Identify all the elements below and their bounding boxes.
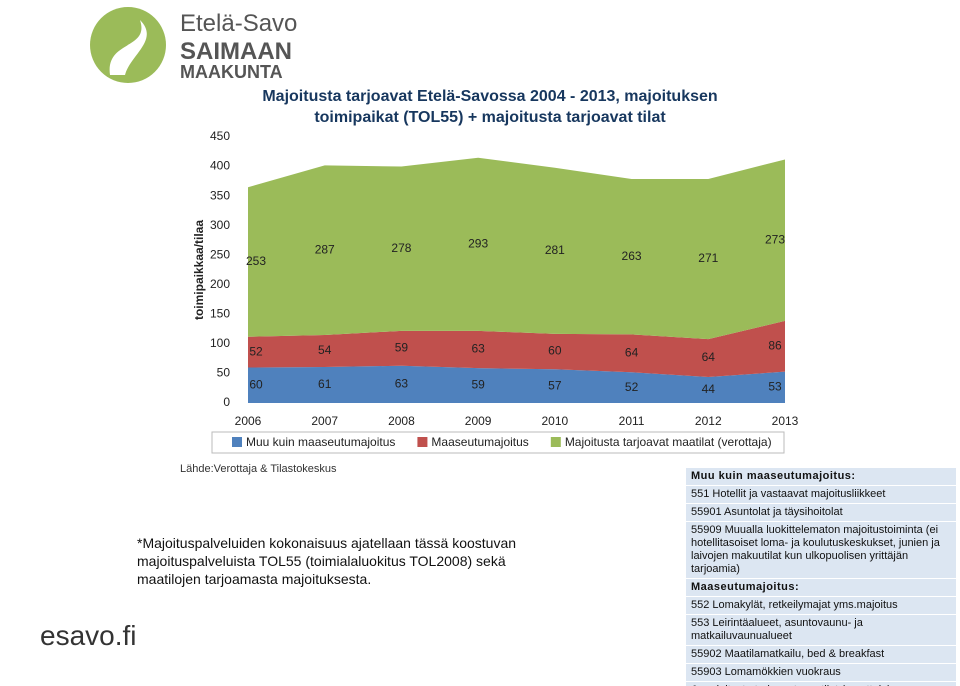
data-label: 60 — [548, 344, 562, 358]
data-label: 263 — [622, 249, 642, 263]
logo-text: SAIMAAN — [180, 38, 292, 65]
info-item: 55903 Lomamökkien vuokraus — [686, 664, 956, 682]
legend-box — [211, 431, 785, 454]
data-label: 273 — [765, 232, 785, 246]
y-tick-label: 400 — [210, 159, 230, 173]
x-tick-label: 2006 — [235, 414, 262, 428]
legend-label: Maaseutumajoitus — [431, 435, 528, 449]
data-label: 271 — [698, 251, 718, 265]
y-tick-label: 50 — [217, 366, 231, 380]
y-tick-label: 300 — [210, 218, 230, 232]
footer: esavo.fi — [40, 620, 137, 651]
info-heading: Muu kuin maaseutumajoitus: — [686, 468, 956, 486]
y-tick-label: 100 — [210, 336, 230, 350]
logo-text: MAAKUNTA — [180, 62, 283, 82]
legend-label: Muu kuin maaseutumajoitus — [246, 435, 395, 449]
y-axis-title: toimipaikkaa/tilaa — [192, 220, 206, 320]
x-tick-label: 2009 — [465, 414, 492, 428]
x-tick-label: 2011 — [619, 414, 645, 428]
legend-swatch — [232, 437, 242, 447]
legend-swatch — [550, 437, 561, 447]
data-label: 61 — [318, 377, 332, 391]
info-item: & majoitusta tarjoavat maatilat (verotta… — [686, 682, 956, 686]
logo-text: Etelä-Savo — [180, 10, 298, 37]
info-item: 553 Leirintäalueet, asuntovaunu- ja matk… — [686, 615, 956, 646]
area — [248, 157, 785, 340]
source: Lähde:Verottaja & Tilastokeskus — [180, 463, 337, 475]
data-label: 53 — [768, 380, 782, 394]
note: *Majoituspalveluiden kokonaisuus ajatell… — [137, 535, 517, 587]
data-label: 64 — [702, 350, 716, 364]
x-tick-label: 2007 — [311, 414, 338, 428]
area — [248, 365, 785, 403]
x-tick-label: 2010 — [542, 414, 569, 428]
data-label: 86 — [768, 338, 782, 352]
x-tick-label: 2008 — [388, 414, 415, 428]
y-tick-label: 0 — [223, 395, 230, 409]
info-item: 55909 Muualla luokittelematon majoitusto… — [686, 522, 956, 579]
legend-label: Majoitusta tarjoavat maatilat (verottaja… — [565, 435, 772, 449]
data-label: 253 — [246, 254, 266, 268]
data-label: 57 — [548, 378, 562, 392]
info-heading: Maaseutumajoitus: — [686, 579, 956, 597]
x-tick-label: 2013 — [772, 414, 799, 428]
data-label: 64 — [625, 346, 639, 360]
legend-swatch — [417, 437, 428, 447]
info-box: Muu kuin maaseutumajoitus: 551 Hotellit j… — [686, 468, 956, 686]
area — [248, 320, 785, 377]
data-label: 63 — [471, 342, 485, 356]
info-item: 55902 Maatilamatkailu, bed & breakfast — [686, 646, 956, 664]
data-label: 52 — [249, 344, 263, 358]
info-item: 55901 Asuntolat ja täysihoitolat — [686, 504, 956, 522]
data-label: 54 — [318, 343, 332, 357]
y-tick-label: 250 — [210, 247, 230, 261]
y-tick-label: 150 — [210, 307, 230, 321]
data-label: 52 — [625, 380, 639, 394]
x-tick-label: 2012 — [695, 414, 722, 428]
y-tick-label: 350 — [210, 188, 230, 202]
data-label: 59 — [395, 340, 409, 354]
y-tick-label: 450 — [210, 129, 230, 143]
data-label: 59 — [471, 378, 485, 392]
data-label: 44 — [702, 382, 716, 396]
data-label: 293 — [468, 236, 488, 250]
data-label: 63 — [395, 377, 409, 391]
y-tick-label: 200 — [210, 277, 230, 291]
logo-swirl — [109, 20, 147, 75]
info-item: 552 Lomakylät, retkeilymajat yms.majoitu… — [686, 597, 956, 615]
info-item: 551 Hotellit ja vastaavat majoitusliikke… — [686, 486, 956, 504]
data-label: 287 — [315, 242, 335, 256]
data-label: 281 — [545, 243, 565, 257]
chart-title: Majoitusta tarjoavat Etelä-Savossa 2004 … — [262, 88, 718, 126]
data-label: 60 — [249, 377, 263, 391]
data-label: 278 — [391, 241, 411, 255]
